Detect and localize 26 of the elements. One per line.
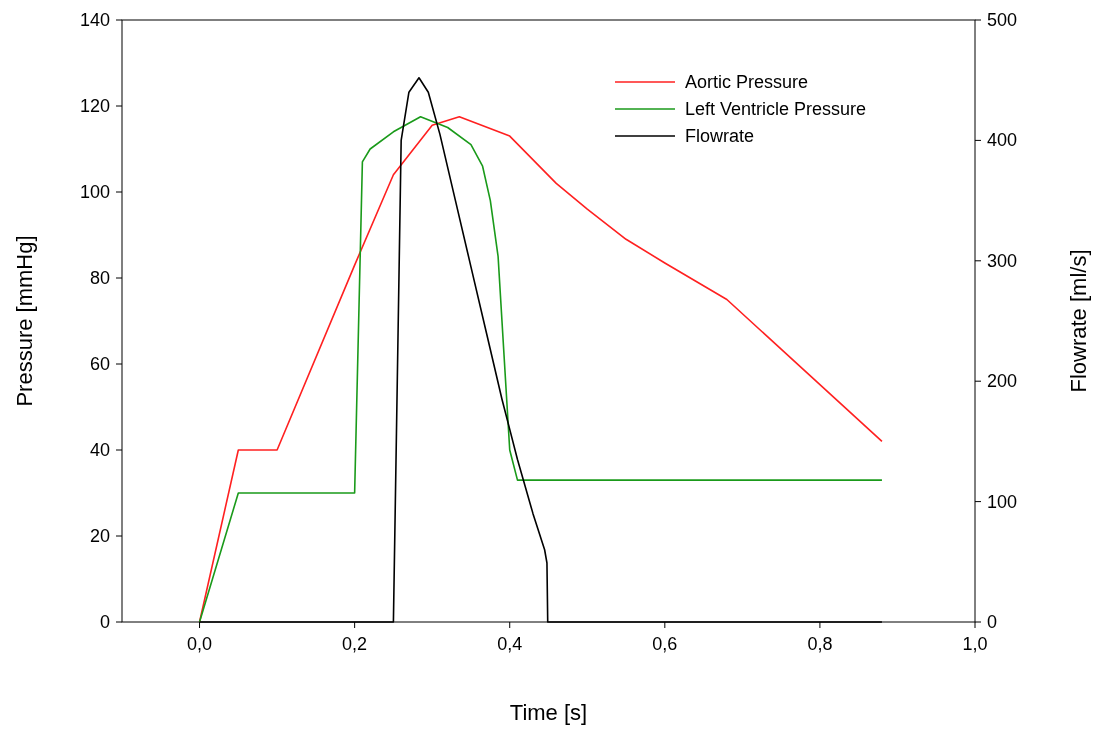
y2-tick-label: 300 [987, 250, 1018, 271]
y2-tick-label: 0 [987, 612, 998, 632]
x-tick-label: 0,4 [497, 634, 523, 654]
y2-tick-label: 200 [987, 371, 1018, 392]
y-axis-title: Pressure [mmHg] [12, 235, 37, 407]
x-tick-label: 0,0 [187, 634, 213, 654]
y-tick-label: 120 [79, 96, 110, 116]
y2-tick-label: 100 [987, 491, 1018, 512]
y-tick-label: 80 [89, 268, 110, 288]
x-tick-label: 0,6 [652, 634, 678, 654]
y-tick-label: 40 [89, 440, 110, 460]
legend-label: Left Ventricle Pressure [685, 99, 867, 119]
y-tick-label: 140 [79, 10, 110, 30]
x-tick-label: 1,0 [962, 634, 988, 654]
y-tick-label: 60 [89, 354, 110, 374]
y2-tick-label: 400 [987, 130, 1018, 151]
y-tick-label: 20 [89, 526, 110, 546]
x-tick-label: 0,8 [807, 634, 833, 654]
legend-label: Flowrate [685, 126, 755, 146]
x-tick-label: 0,2 [342, 634, 368, 654]
y2-tick-label: 500 [987, 10, 1018, 30]
y-tick-label: 100 [79, 182, 110, 202]
x-axis-title: Time [s] [509, 700, 588, 725]
legend-label: Aortic Pressure [685, 72, 809, 92]
y-tick-label: 0 [99, 612, 110, 632]
y2-axis-title: Flowrate [ml/s] [1066, 249, 1091, 393]
